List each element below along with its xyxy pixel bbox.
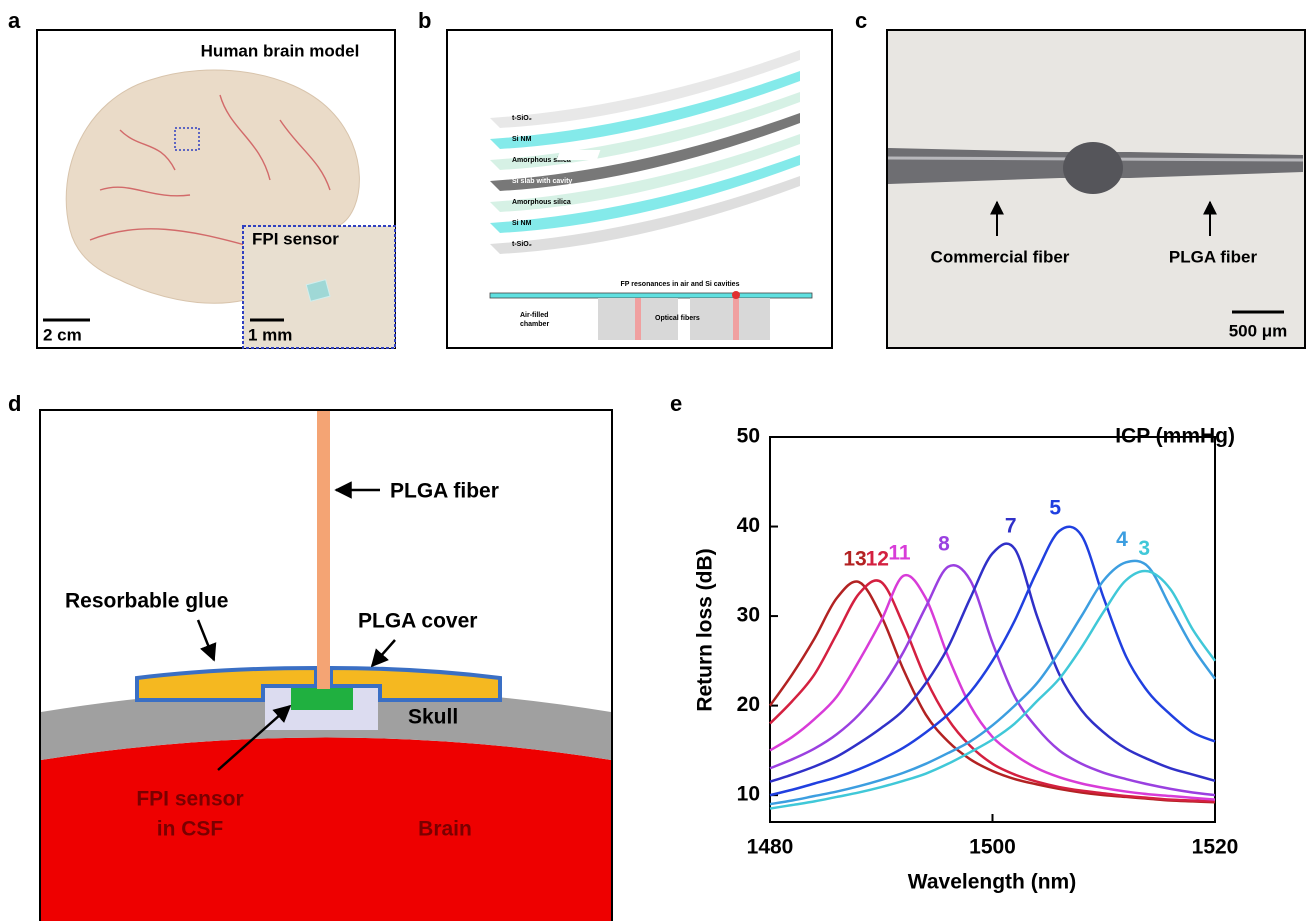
x-tick-label: 1480 [747, 836, 794, 859]
scale-label: 2 cm [43, 325, 82, 344]
layer-label: Amorphous silica [512, 199, 571, 206]
panel-c: c Commercial fiber PLGA fiber 500 μm [855, 8, 1305, 348]
layer-label: t-SiO₂ [512, 241, 532, 248]
sensor-label: in CSF [157, 818, 224, 841]
chamber-label: Air-filled [520, 312, 548, 319]
brain [41, 738, 611, 921]
y-tick-label: 10 [737, 783, 760, 806]
scale-label: 500 μm [1229, 321, 1288, 340]
sensor-label: FPI sensor [136, 788, 243, 811]
fibers-label: Optical fibers [655, 315, 700, 322]
peak-label: 5 [1049, 497, 1061, 520]
peak-label: 8 [938, 532, 950, 555]
curve [770, 571, 1215, 809]
peak-label: 11 [888, 541, 911, 564]
panel-letter: b [418, 8, 431, 33]
resonance-label: FP resonances in air and Si cavities [621, 281, 740, 288]
panel-b: b t-SiO₂ Si NM Amorphous silica Si slab wit… [418, 8, 832, 348]
fiber-label: Commercial fiber [931, 247, 1070, 266]
x-tick-label: 1500 [969, 836, 1016, 859]
light-path [733, 298, 739, 340]
y-tick-label: 30 [737, 604, 760, 627]
title: Human brain model [201, 41, 360, 60]
cavity [557, 150, 601, 160]
sensor [291, 688, 353, 710]
panel-letter: d [8, 391, 21, 416]
resonance [732, 291, 740, 299]
x-tick-label: 1520 [1192, 836, 1239, 859]
peak-label: 12 [866, 548, 889, 571]
layer-label: Si slab with cavity [512, 178, 572, 185]
page: {"panels": { "a": {"letter": "a", "title… [0, 0, 1310, 921]
skull-label: Skull [408, 706, 458, 729]
figure: a Human brain model FPI sensor 2 cm 1 mm… [0, 0, 1310, 921]
fiber-label: PLGA fiber [390, 480, 499, 503]
peak-label: 7 [1005, 514, 1017, 537]
y-axis-label: Return loss (dB) [694, 548, 717, 711]
y-tick-label: 40 [737, 514, 760, 537]
peak-label: 4 [1116, 528, 1128, 551]
glue-label: Resorbable glue [65, 590, 228, 613]
body: a Human brain model FPI sensor 2 cm 1 mm… [0, 0, 1310, 921]
chamber-label: chamber [520, 321, 549, 328]
cover-label: PLGA cover [358, 610, 477, 633]
layer-label: Si NM [512, 136, 532, 143]
brain-label: Brain [418, 818, 472, 841]
panel-a: a Human brain model FPI sensor 2 cm 1 mm [8, 8, 395, 348]
peak-label: 3 [1138, 537, 1150, 560]
layer-label: Si NM [512, 220, 532, 227]
layer-label: t-SiO₂ [512, 115, 532, 122]
light-path [635, 298, 641, 340]
x-axis-label: Wavelength (nm) [908, 871, 1076, 894]
panel-letter: c [855, 8, 867, 33]
membrane [490, 293, 812, 298]
y-tick-label: 50 [737, 425, 760, 448]
y-tick-label: 20 [737, 693, 760, 716]
fiber [690, 298, 770, 340]
panel-e: e ICP (mmHg) Wavelength (nm) Return loss… [670, 391, 1238, 894]
panel-d: d PLGA fiber Resorbable glue PLGA cover … [8, 391, 612, 921]
fiber [317, 411, 330, 689]
peak-label: 13 [843, 548, 866, 571]
panel-letter: a [8, 8, 21, 33]
scale-label: 1 mm [248, 325, 292, 344]
inset-label: FPI sensor [252, 229, 339, 248]
panel-letter: e [670, 391, 682, 416]
fiber-label: PLGA fiber [1169, 247, 1258, 266]
junction [1063, 142, 1123, 194]
curve [770, 575, 1215, 799]
